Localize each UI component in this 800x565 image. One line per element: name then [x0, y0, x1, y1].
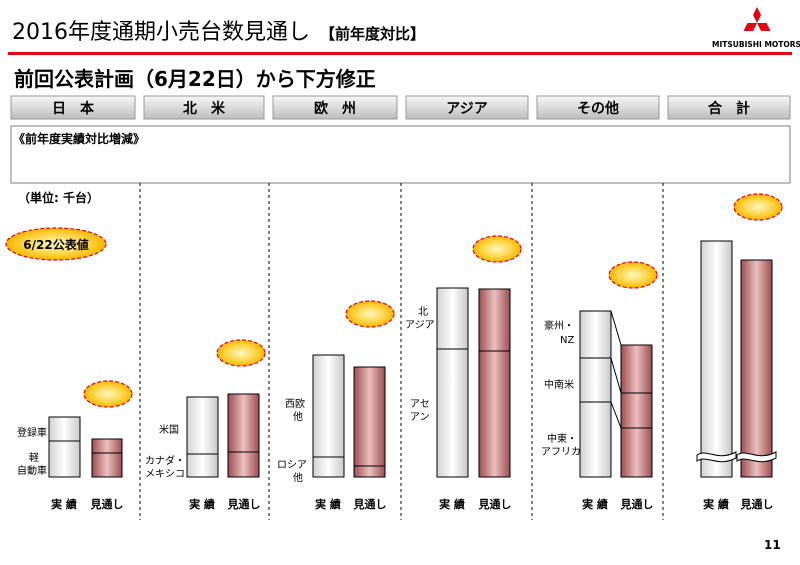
bar-asia-actual [436, 287, 469, 478]
page-title: 2016年度通期小売台数見通し 【前年度対比】 [12, 20, 426, 45]
segment-label-asia-asean: アセ [410, 398, 430, 410]
bar-north-america-forecast [227, 393, 260, 478]
x-label-others-actual: 実 績 [582, 497, 608, 511]
bar-others-actual [579, 310, 612, 478]
region-separators [139, 183, 664, 520]
plan-marker-others [608, 261, 658, 289]
svg-text:アフリカ: アフリカ [541, 446, 581, 458]
plan-marker-total [733, 193, 783, 221]
svg-text:他: 他 [293, 410, 303, 423]
segment-label-others-latin-america: 中南米 [544, 378, 574, 391]
svg-text:他: 他 [293, 471, 303, 484]
bar-total-forecast [740, 259, 773, 478]
segment-label-japan-registered: 登録車 [17, 426, 47, 439]
x-label-asia-forecast: 見通し [478, 498, 512, 511]
region-header-total: 合 計 [708, 100, 750, 117]
segment-label-north-america-canada-mexico: カナダ・ [145, 454, 185, 467]
segment-label-europe-russia: ロシア [277, 460, 307, 471]
svg-text:NZ: NZ [560, 335, 574, 346]
x-label-total-forecast: 見通し [740, 498, 774, 511]
svg-text:アン: アン [410, 412, 430, 423]
mitsubishi-logo-icon [743, 7, 771, 31]
comparison-textbox-label: 《前年度実績対比増減》 [13, 131, 145, 146]
bar-europe-forecast [353, 366, 386, 478]
title-subheading: 【前年度対比】 [320, 25, 426, 43]
x-label-others-forecast: 見通し [620, 498, 654, 511]
plan-marker-north-america [216, 339, 266, 367]
plan-badge [5, 227, 107, 261]
region-header-others: その他 [577, 100, 619, 117]
x-label-japan-forecast: 見通し [90, 498, 124, 511]
x-label-total-actual: 実 績 [703, 497, 729, 511]
region-header-north-america: 北 米 [183, 100, 226, 117]
x-label-europe-actual: 実 績 [315, 497, 341, 511]
segment-label-others-middle-east-africa: 中東・ [547, 432, 577, 445]
segment-label-europe-western: 西欧 [285, 398, 305, 410]
bar-asia-forecast [478, 288, 511, 478]
region-header-europe: 欧 州 [314, 100, 356, 117]
x-label-asia-actual: 実 績 [439, 497, 465, 511]
plan-marker-asia [472, 235, 522, 263]
bar-europe-actual [312, 354, 345, 478]
svg-text:メキシコ: メキシコ [145, 469, 185, 480]
region-header-asia: アジア [446, 101, 487, 117]
segment-label-asia-north: 北 [418, 306, 428, 318]
bar-total-actual [700, 240, 733, 478]
bar-japan-forecast [91, 438, 123, 478]
segment-label-others-oceania: 豪州・ [544, 319, 574, 332]
region-header [10, 95, 791, 120]
x-label-north-america-forecast: 見通し [227, 498, 261, 511]
segment-label-north-america-us: 米国 [159, 423, 179, 436]
x-label-europe-forecast: 見通し [353, 498, 387, 511]
region-header-japan: 日 本 [52, 100, 95, 117]
bar-japan-actual [48, 416, 81, 478]
plan-marker-japan [83, 380, 133, 408]
svg-text:アジア: アジア [405, 320, 435, 331]
title-divider [8, 52, 792, 55]
axis-break-icon [696, 451, 777, 463]
plan-marker-europe [345, 300, 395, 328]
page-number: 11 [764, 538, 781, 552]
svg-text:自動車: 自動車 [17, 464, 47, 477]
brand-name: MITSUBISHI MOTORS [712, 40, 800, 49]
x-label-japan-actual: 実 績 [51, 497, 77, 511]
revision-subtitle: 前回公表計画（6月22日）から下方修正 [14, 67, 376, 91]
unit-label: （単位: 千台） [18, 190, 99, 205]
x-label-north-america-actual: 実 績 [189, 497, 215, 511]
plan-badge-label: 6/22公表値 [23, 237, 88, 252]
segment-label-japan-kei: 軽 [29, 452, 39, 464]
comparison-textbox [10, 125, 791, 184]
bar-others-forecast [620, 344, 653, 478]
bar-north-america-actual [186, 396, 219, 478]
